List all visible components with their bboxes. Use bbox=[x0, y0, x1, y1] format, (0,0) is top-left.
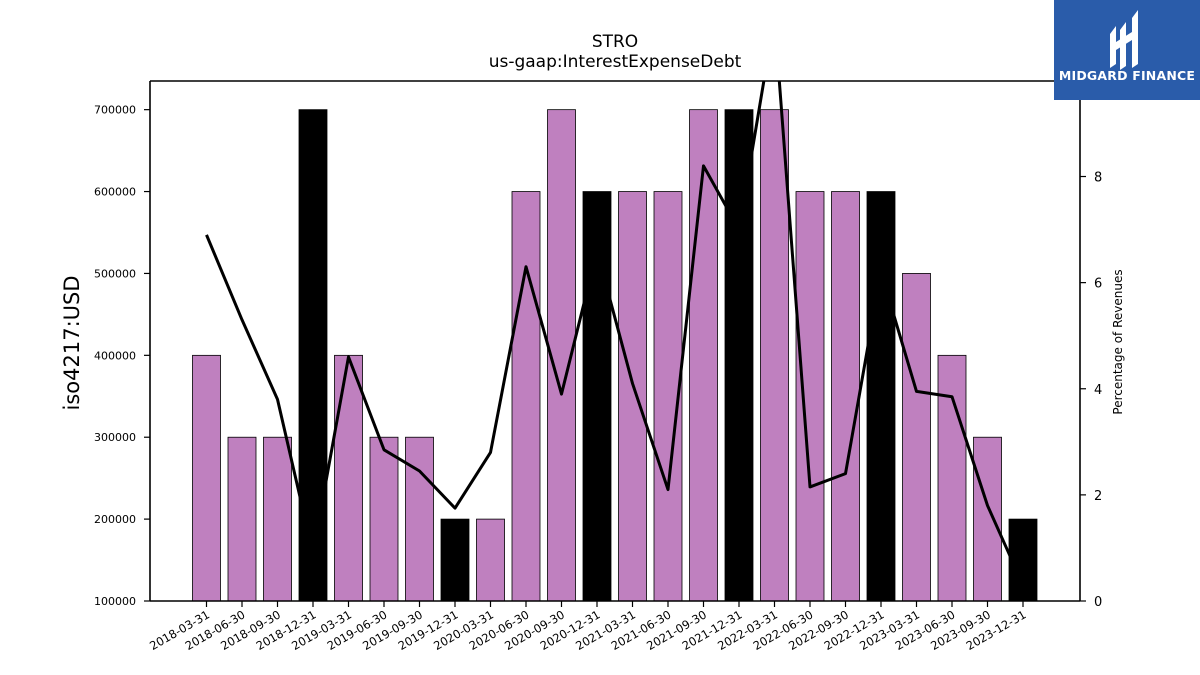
chart-subtitle: us-gaap:InterestExpenseDebt bbox=[488, 52, 742, 72]
bar-2018-09-30 bbox=[263, 436, 292, 602]
bar-2018-06-30 bbox=[227, 436, 257, 602]
chart-title: STRO bbox=[591, 32, 639, 52]
bar-2018-03-31 bbox=[192, 354, 221, 602]
bar-2018-12-31 bbox=[298, 109, 328, 602]
y-tick-label: 700000 bbox=[94, 104, 136, 117]
line-group bbox=[205, 81, 1025, 586]
bar-2020-03-31 bbox=[476, 518, 505, 602]
bar-2019-09-30 bbox=[405, 436, 434, 602]
bar-2019-06-30 bbox=[369, 436, 399, 602]
bar-2021-03-31 bbox=[618, 191, 647, 602]
brand-logo-icon bbox=[1054, 0, 1200, 100]
bar-2023-09-30 bbox=[973, 436, 1002, 602]
y-tick-label: 100000 bbox=[94, 595, 136, 608]
brand-logo: MIDGARD FINANCE bbox=[1054, 0, 1200, 100]
bar-2021-12-31 bbox=[724, 109, 754, 602]
y2-tick-label: 8 bbox=[1094, 171, 1102, 186]
secondary-y-axis-label: Percentage of Revenues bbox=[1111, 269, 1125, 414]
bar-2021-09-30 bbox=[689, 109, 718, 602]
bar-2023-06-30 bbox=[937, 354, 967, 602]
bar-2022-12-31 bbox=[866, 191, 896, 602]
y2-tick-label: 2 bbox=[1094, 489, 1102, 504]
bar-2023-12-31 bbox=[1008, 518, 1038, 602]
bar-2020-06-30 bbox=[511, 191, 541, 602]
axes-group bbox=[149, 80, 1081, 602]
y-tick-label: 200000 bbox=[94, 513, 136, 526]
bar-2022-06-30 bbox=[795, 191, 825, 602]
bar-2020-12-31 bbox=[582, 191, 612, 602]
y2-tick-label: 0 bbox=[1094, 595, 1102, 610]
bar-2019-12-31 bbox=[440, 518, 470, 602]
y-axis-label: iso4217:USD bbox=[60, 275, 84, 410]
y-tick-label: 400000 bbox=[94, 349, 136, 362]
bar-2022-09-30 bbox=[831, 191, 860, 602]
y-tick-label: 300000 bbox=[94, 431, 136, 444]
y-tick-label: 500000 bbox=[94, 267, 136, 280]
bar-2019-03-31 bbox=[334, 354, 363, 602]
y2-tick-label: 6 bbox=[1094, 277, 1102, 292]
percentage-line bbox=[205, 81, 1025, 586]
y-tick-label: 600000 bbox=[94, 186, 136, 199]
bar-2023-03-31 bbox=[902, 273, 931, 602]
brand-name: MIDGARD FINANCE bbox=[1058, 68, 1196, 83]
y2-tick-label: 4 bbox=[1094, 383, 1102, 398]
bar-2022-03-31 bbox=[760, 109, 789, 602]
